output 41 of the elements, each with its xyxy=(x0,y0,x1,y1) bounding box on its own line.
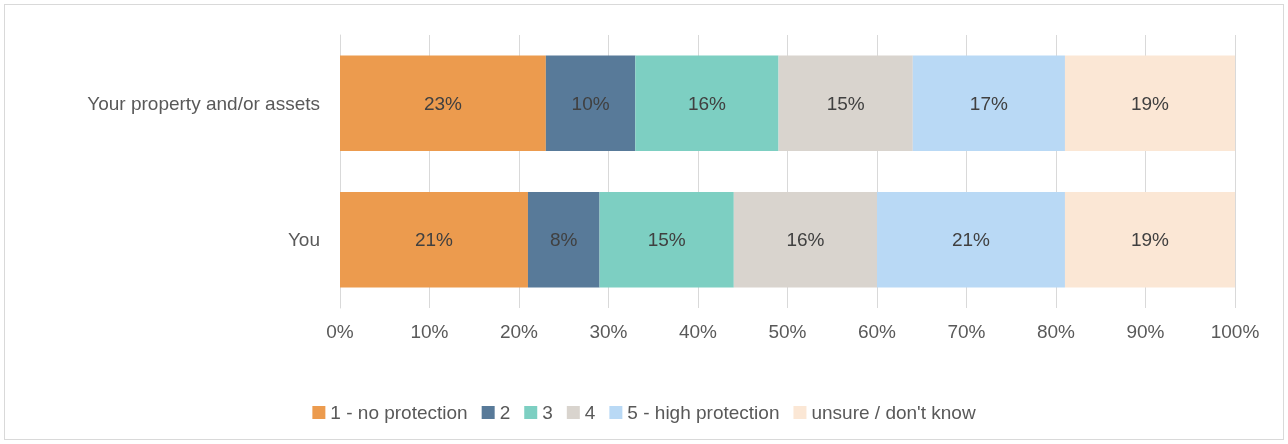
x-tick-label: 80% xyxy=(1036,321,1076,342)
y-tick-label: You xyxy=(287,229,320,251)
data-label: 17% xyxy=(969,92,1008,114)
data-label: 21% xyxy=(414,229,454,251)
x-tick-label: 20% xyxy=(499,321,539,342)
bar xyxy=(1064,55,1235,152)
data-label: 23% xyxy=(423,92,463,114)
data-label: 16% xyxy=(786,229,825,251)
y-tick-label: Your property and/or assets xyxy=(87,92,320,114)
bar xyxy=(912,55,1065,152)
x-tick-label: 60% xyxy=(857,321,897,342)
legend-label: 5 - high protection xyxy=(627,402,780,423)
bar xyxy=(635,55,779,152)
data-label: 10% xyxy=(571,92,610,114)
data-label: 8% xyxy=(550,229,578,251)
bar xyxy=(1064,191,1235,288)
data-label: 19% xyxy=(1130,229,1170,251)
data-label: 15% xyxy=(826,92,865,114)
x-tick-label: 0% xyxy=(326,321,354,342)
legend-label: 2 xyxy=(499,402,511,423)
x-tick-label: 100% xyxy=(1210,321,1260,342)
x-tick-label: 10% xyxy=(410,321,449,342)
bar xyxy=(340,55,546,152)
bar xyxy=(599,191,734,288)
bar xyxy=(545,55,636,152)
bar xyxy=(527,191,600,288)
legend-label: unsure / don't know xyxy=(811,402,976,423)
bar xyxy=(877,191,1065,288)
x-tick-label: 50% xyxy=(768,321,807,342)
bar xyxy=(340,191,528,288)
x-tick-label: 90% xyxy=(1126,321,1165,342)
data-label: 21% xyxy=(951,229,991,251)
data-label: 19% xyxy=(1130,92,1170,114)
data-label: 16% xyxy=(687,92,727,114)
legend-label: 1 - no protection xyxy=(330,402,468,423)
x-tick-label: 40% xyxy=(678,321,718,342)
legend-label: 3 xyxy=(542,402,553,423)
x-tick-label: 30% xyxy=(589,321,628,342)
legend-label: 4 xyxy=(584,402,596,423)
x-tick-label: 70% xyxy=(947,321,986,342)
data-label: 15% xyxy=(647,229,686,251)
